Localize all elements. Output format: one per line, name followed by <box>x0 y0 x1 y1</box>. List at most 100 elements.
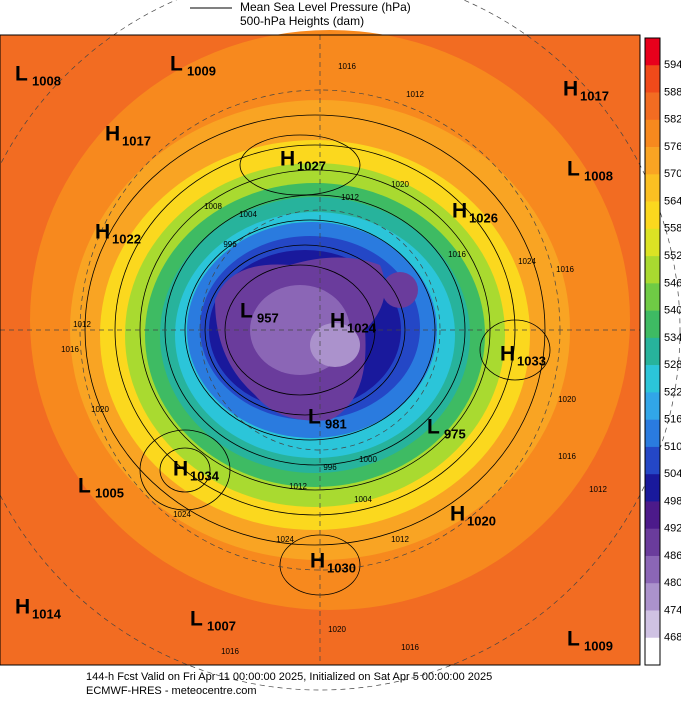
contour-label: 1012 <box>341 193 359 202</box>
center-value: 1026 <box>469 210 498 225</box>
colorbar-label: 546 <box>664 277 681 289</box>
center-value: 1009 <box>187 63 216 78</box>
colorbar-bin <box>645 119 660 148</box>
colorbar-bin <box>645 283 660 311</box>
center-value: 1027 <box>297 158 326 173</box>
contour-label: 996 <box>223 240 237 249</box>
center-value: 981 <box>325 416 347 431</box>
colorbar-label: 522 <box>664 386 681 398</box>
legend-text: Mean Sea Level Pressure (hPa) <box>240 0 411 14</box>
center-kind: L <box>567 158 580 181</box>
center-value: 1024 <box>347 320 377 335</box>
center-kind: H <box>310 550 325 573</box>
contour-label: 1012 <box>391 535 409 544</box>
contour-label: 996 <box>323 463 337 472</box>
field <box>310 323 360 367</box>
center-value: 1007 <box>207 618 236 633</box>
colorbar-bin <box>645 392 660 420</box>
center-value: 975 <box>444 426 466 441</box>
contour-label: 1016 <box>556 265 574 274</box>
center-kind: H <box>450 503 465 526</box>
colorbar-frame <box>644 37 661 666</box>
colorbar-label: 486 <box>664 550 681 562</box>
center-kind: H <box>563 78 578 101</box>
center-value: 1009 <box>584 638 613 653</box>
contour-label: 1020 <box>91 405 109 414</box>
center-value: 1030 <box>327 560 356 575</box>
colorbar-label: 498 <box>664 495 681 507</box>
colorbar-label: 516 <box>664 414 681 426</box>
colorbar-bin <box>645 419 660 448</box>
contour-label: 1004 <box>239 210 257 219</box>
center-kind: L <box>567 628 580 651</box>
colorbar-bin <box>645 174 660 202</box>
center-kind: L <box>427 416 440 439</box>
contour-label: 1016 <box>558 452 576 461</box>
colorbar-label: 582 <box>664 114 681 126</box>
colorbar-label: 474 <box>664 604 681 616</box>
contour-label: 1016 <box>448 250 466 259</box>
colorbar-label: 576 <box>664 141 681 153</box>
colorbar-bin <box>645 65 660 93</box>
contour-label: 1012 <box>406 90 424 99</box>
footer-text: ECMWF-HRES - meteocentre.com <box>86 685 257 697</box>
colorbar-bin <box>645 528 660 557</box>
contour-label: 1012 <box>289 482 307 491</box>
colorbar-bin <box>645 365 660 393</box>
contour-label: 1012 <box>73 320 91 329</box>
colorbar-bin <box>645 637 660 666</box>
center-value: 1017 <box>580 88 609 103</box>
colorbar-bin <box>645 92 660 121</box>
center-kind: L <box>240 300 253 323</box>
contour-label: 1020 <box>558 395 576 404</box>
contour-label: 1008 <box>204 202 222 211</box>
center-kind: H <box>452 200 467 223</box>
contour-label: 1024 <box>518 257 536 266</box>
map-frame <box>0 34 641 666</box>
contour-label: 1024 <box>276 535 294 544</box>
colorbar-label: 468 <box>664 632 681 644</box>
center-kind: H <box>105 123 120 146</box>
contour-label: 1016 <box>401 643 419 652</box>
colorbar-bin <box>645 256 660 284</box>
center-kind: L <box>78 475 91 498</box>
contour-label: 1020 <box>391 180 409 189</box>
center-value: 1008 <box>584 168 613 183</box>
center-value: 1034 <box>190 468 220 483</box>
colorbar-bin <box>645 201 660 230</box>
colorbar-bin <box>645 583 660 611</box>
center-kind: L <box>15 63 28 86</box>
contour-label: 1020 <box>328 625 346 634</box>
contour-label: 1016 <box>221 647 239 656</box>
center-kind: H <box>330 310 345 333</box>
colorbar-label: 594 <box>664 59 681 71</box>
colorbar-bin <box>645 38 660 66</box>
center-kind: L <box>170 53 183 76</box>
center-kind: L <box>190 608 203 631</box>
center-value: 1005 <box>95 485 124 500</box>
center-kind: H <box>173 458 188 481</box>
field <box>382 272 418 308</box>
center-value: 1008 <box>32 73 61 88</box>
contour-label: 1012 <box>589 485 607 494</box>
colorbar-bin <box>645 474 660 502</box>
contour-label: 1000 <box>359 455 377 464</box>
contour-label: 1016 <box>338 62 356 71</box>
colorbar-label: 534 <box>664 332 681 344</box>
center-value: 1014 <box>32 606 62 621</box>
contour-label: 1004 <box>354 495 372 504</box>
colorbar-bin <box>645 147 660 175</box>
center-kind: H <box>500 343 515 366</box>
colorbar-label: 552 <box>664 250 681 262</box>
center-value: 1033 <box>517 353 546 368</box>
colorbar-label: 558 <box>664 223 681 235</box>
legend-text: 500-hPa Heights (dam) <box>240 14 364 28</box>
colorbar-bin <box>645 337 660 366</box>
center-value: 957 <box>257 310 279 325</box>
colorbar-label: 570 <box>664 168 681 180</box>
colorbar-label: 510 <box>664 441 681 453</box>
colorbar-label: 528 <box>664 359 681 371</box>
